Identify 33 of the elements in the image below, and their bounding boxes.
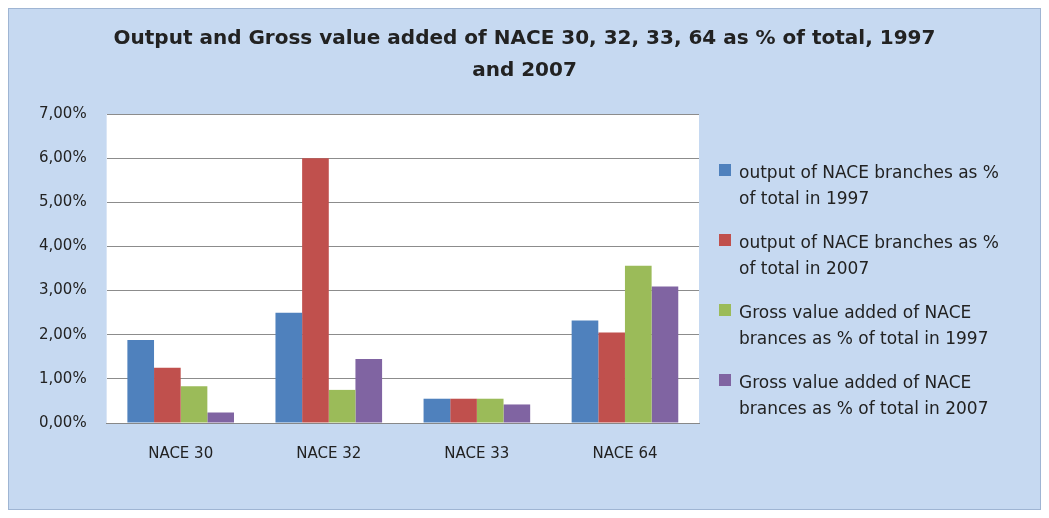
bar [624, 265, 652, 423]
bar [450, 398, 477, 423]
bar [180, 386, 208, 423]
y-tick-label: 6,00% [39, 148, 87, 167]
bar [503, 404, 531, 423]
bar [275, 312, 303, 423]
legend-label: output of NACE branches as % of total in 1997 [739, 161, 1000, 210]
x-tick-label: NACE 30 [148, 443, 214, 462]
chart-title: Output and Gross value added of NACE 30, 32, 33, 64 as % of total, 1997 and 2007 [112, 24, 937, 83]
bar [302, 158, 329, 423]
x-tick-label: NACE 32 [296, 443, 362, 462]
y-tick-label: 5,00% [39, 192, 87, 211]
bar [127, 340, 155, 423]
bar [355, 358, 383, 423]
bar [651, 286, 679, 423]
bar [154, 367, 181, 423]
y-tick-label: 3,00% [39, 280, 87, 299]
y-tick-label: 1,00% [39, 368, 87, 387]
x-tick-label: NACE 64 [592, 443, 658, 462]
bar [571, 320, 599, 423]
bar [423, 398, 451, 423]
legend-label: output of NACE branches as % of total in 2007 [739, 231, 1000, 280]
x-tick-label: NACE 33 [444, 443, 510, 462]
bar [328, 389, 356, 423]
y-tick-label: 0,00% [39, 412, 87, 431]
bar [207, 412, 235, 423]
legend-label: Gross value added of NACE brances as % of total in 1997 [739, 301, 990, 350]
bar [598, 332, 625, 423]
y-tick-label: 2,00% [39, 324, 87, 343]
y-tick-label: 7,00% [39, 103, 87, 122]
y-tick-label: 4,00% [39, 236, 87, 255]
bar [476, 398, 504, 423]
legend-label: Gross value added of NACE brances as % of total in 2007 [739, 371, 990, 420]
